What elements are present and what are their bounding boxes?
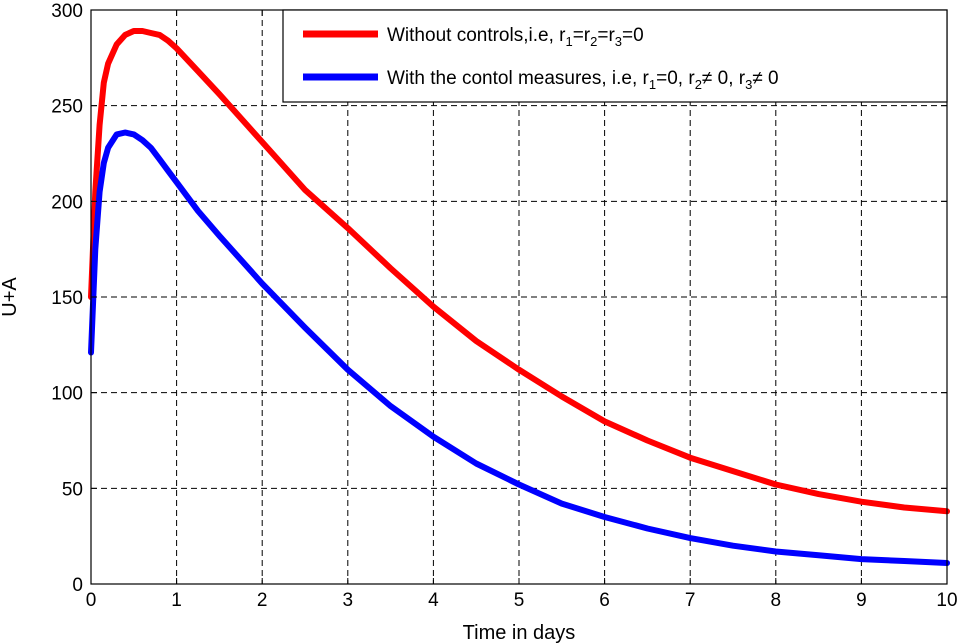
x-tick-label: 7: [685, 590, 696, 611]
x-tick-label: 10: [936, 590, 957, 611]
series-line-2: [88, 129, 950, 566]
plot-series: [88, 28, 950, 566]
x-tick-label: 8: [771, 590, 782, 611]
x-tick-label: 1: [171, 590, 182, 611]
y-tick-label: 100: [51, 384, 83, 405]
legend-label: With the contol measures, i.e, r1=0, r2≠…: [387, 68, 779, 92]
x-tick-label: 5: [514, 590, 525, 611]
x-tick-label: 3: [343, 590, 354, 611]
x-tick-label: 4: [428, 590, 439, 611]
y-tick-label: 50: [62, 479, 83, 500]
y-tick-label: 0: [72, 575, 83, 596]
y-axis-label: U+A: [0, 277, 21, 317]
grid-lines: [91, 10, 947, 584]
y-tick-label: 300: [51, 1, 83, 22]
series-line-1: [88, 28, 950, 515]
y-tick-label: 200: [51, 192, 83, 213]
legend-label: Without controls,i.e, r1=r2=r3=0: [387, 25, 644, 49]
y-tick-label: 250: [51, 97, 83, 118]
legend: Without controls,i.e, r1=r2=r3=0 With the…: [282, 9, 948, 103]
x-tick-label: 2: [257, 590, 268, 611]
x-tick-label: 0: [86, 590, 97, 611]
x-axis-label: Time in days: [463, 622, 576, 644]
legend-box: [282, 9, 948, 103]
x-tick-label: 6: [599, 590, 610, 611]
x-tick-label: 9: [856, 590, 867, 611]
y-tick-label: 150: [51, 288, 83, 309]
